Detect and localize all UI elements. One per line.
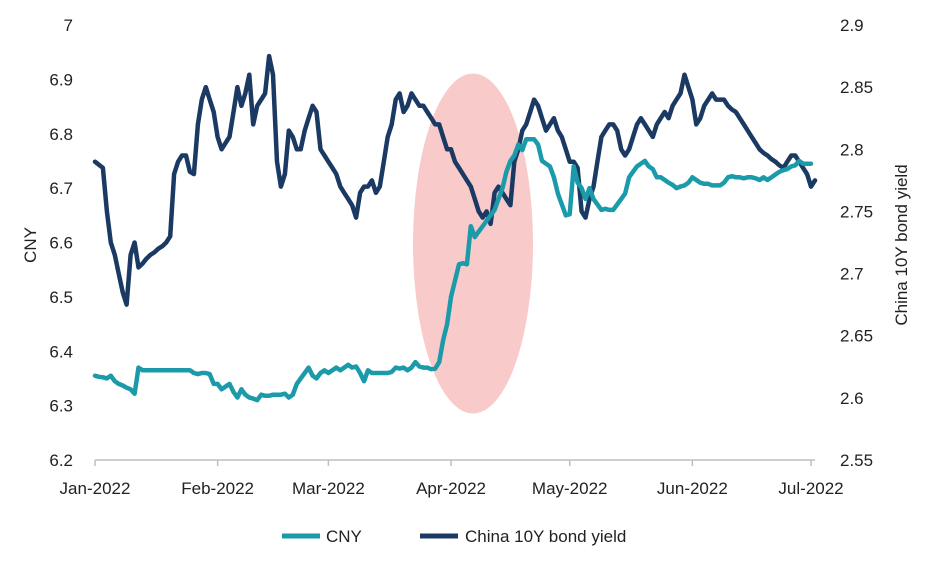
- highlight-ellipse: [413, 73, 533, 414]
- x-axis-ticks: Jan-2022 Feb-2022 Mar-2022 Apr-2022 May-2022…: [60, 460, 844, 498]
- highlight-layer: [413, 73, 533, 414]
- left-tick-label: 6.9: [49, 70, 73, 89]
- series-layer: [92, 53, 818, 403]
- left-axis-ticks: 6.2 6.3 6.4 6.5 6.6 6.7 6.8 6.9 7: [49, 16, 73, 470]
- legend-label-cny: CNY: [326, 527, 362, 546]
- x-tick-label: Mar-2022: [292, 479, 365, 498]
- left-tick-label: 6.7: [49, 179, 73, 198]
- legend: CNY China 10Y bond yield: [282, 527, 626, 546]
- right-tick-label: 2.8: [840, 140, 864, 159]
- right-tick-label: 2.85: [840, 78, 873, 97]
- left-tick-label: 6.8: [49, 125, 73, 144]
- x-tick-label: May-2022: [532, 479, 608, 498]
- x-tick-label: Jul-2022: [778, 479, 843, 498]
- legend-label-bond-yield: China 10Y bond yield: [465, 527, 626, 546]
- right-tick-label: 2.6: [840, 389, 864, 408]
- x-tick-label: Apr-2022: [416, 479, 486, 498]
- right-axis-title: China 10Y bond yield: [892, 164, 911, 325]
- left-tick-label: 7: [64, 16, 73, 35]
- x-tick-label: Jan-2022: [60, 479, 131, 498]
- left-tick-label: 6.5: [49, 288, 73, 307]
- left-tick-label: 6.6: [49, 234, 73, 253]
- right-tick-label: 2.9: [840, 16, 864, 35]
- left-tick-label: 6.4: [49, 342, 73, 361]
- series-line-cny: [92, 136, 814, 403]
- x-tick-label: Jun-2022: [657, 479, 728, 498]
- left-tick-label: 6.2: [49, 451, 73, 470]
- left-tick-label: 6.3: [49, 397, 73, 416]
- right-tick-label: 2.7: [840, 265, 864, 284]
- right-tick-label: 2.65: [840, 327, 873, 346]
- right-tick-label: 2.55: [840, 451, 873, 470]
- left-axis-title: CNY: [21, 227, 40, 263]
- right-tick-label: 2.75: [840, 202, 873, 221]
- right-axis-ticks: 2.55 2.6 2.65 2.7 2.75 2.8 2.85 2.9: [840, 16, 873, 470]
- x-tick-label: Feb-2022: [181, 479, 254, 498]
- series-line-bond-yield: [92, 53, 818, 307]
